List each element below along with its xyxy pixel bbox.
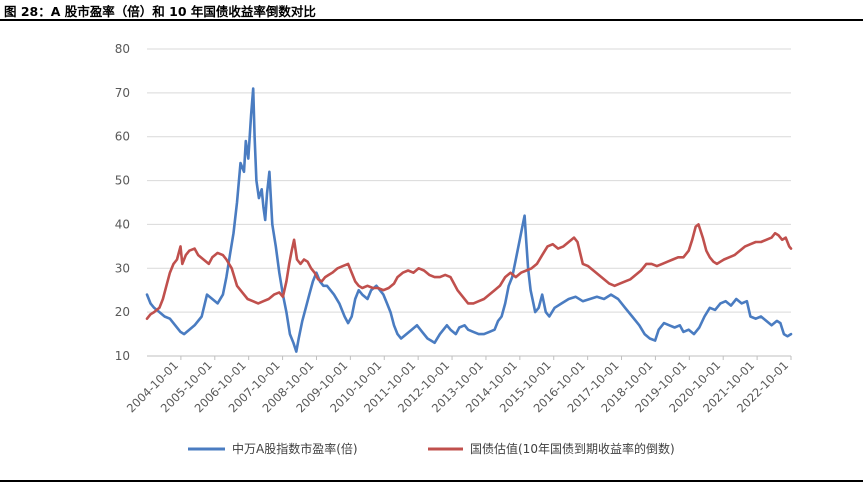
figure-title: 图 28：A 股市盈率（倍）和 10 年国债收益率倒数对比 [4, 4, 316, 19]
legend-label-2: 国债估值(10年国债到期收益率的倒数) [470, 441, 675, 456]
x-axis-ticks: 2004-10-012005-10-012006-10-012007-10-01… [124, 358, 791, 415]
y-tick-label: 10 [115, 349, 130, 363]
y-tick-label: 30 [115, 261, 130, 275]
bottom-rule [0, 480, 863, 482]
y-tick-label: 40 [115, 217, 130, 231]
series-line-2 [145, 223, 793, 320]
y-axis-ticks: 10 20 30 40 50 60 70 80 [115, 42, 130, 363]
series-line-1 [145, 87, 793, 353]
y-tick-label: 20 [115, 305, 130, 319]
x-axis [147, 355, 792, 360]
legend-label-1: 中万A股指数市盈率(倍) [232, 441, 358, 456]
y-tick-label: 50 [115, 174, 130, 188]
series-lines [145, 87, 793, 353]
top-rule [0, 19, 863, 21]
y-tick-label: 80 [115, 42, 130, 56]
legend: 中万A股指数市盈率(倍) 国债估值(10年国债到期收益率的倒数) [188, 441, 675, 456]
gridlines [147, 48, 791, 313]
y-tick-label: 70 [115, 86, 130, 100]
y-tick-label: 60 [115, 130, 130, 144]
